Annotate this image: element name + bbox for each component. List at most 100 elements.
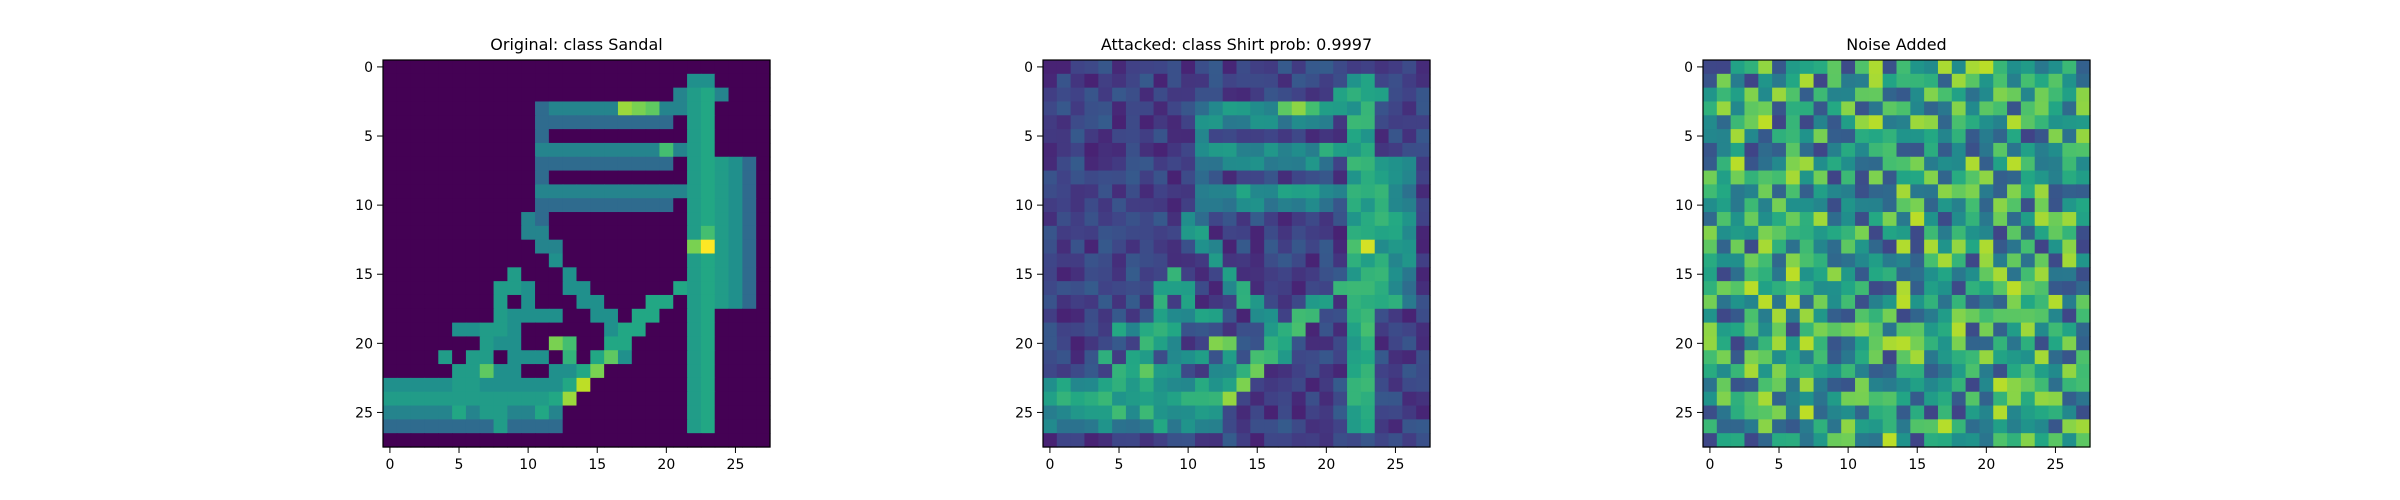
heatmap-cell: [1979, 101, 1994, 116]
heatmap-cell: [383, 239, 398, 255]
heatmap-cell: [645, 60, 661, 75]
heatmap-cell: [1758, 87, 1773, 103]
heatmap-cell: [1153, 350, 1168, 365]
heatmap-cell: [590, 308, 605, 324]
heatmap-cell: [535, 405, 550, 420]
heatmap-cell: [1333, 267, 1348, 282]
heatmap-cell: [1937, 294, 1953, 310]
heatmap-cell: [2062, 377, 2077, 393]
heatmap-cell: [687, 170, 702, 185]
y-tick-label: 10: [1675, 198, 1693, 214]
heatmap-cell: [1703, 87, 1718, 103]
heatmap-cell: [1979, 87, 1994, 103]
heatmap-cell: [1333, 225, 1348, 241]
heatmap-cell: [1374, 129, 1390, 144]
heatmap-cell: [742, 433, 757, 448]
heatmap-cell: [1084, 267, 1099, 282]
heatmap-cell: [714, 405, 730, 420]
heatmap-cell: [2034, 350, 2050, 365]
heatmap-cell: [1965, 115, 1981, 130]
heatmap-cell: [756, 170, 771, 185]
heatmap-cell: [659, 322, 674, 338]
heatmap-cell: [1333, 281, 1348, 296]
heatmap-cell: [1924, 198, 1939, 213]
heatmap-cell: [1924, 115, 1939, 130]
heatmap-cell: [700, 322, 716, 338]
heatmap-cell: [1993, 391, 2008, 407]
heatmap-cell: [1716, 308, 1732, 324]
heatmap-cell: [1277, 87, 1293, 103]
heatmap-cell: [756, 433, 771, 448]
heatmap-cell: [1827, 170, 1842, 185]
x-tick-label: 25: [2047, 457, 2065, 473]
heatmap-cell: [617, 391, 633, 407]
heatmap-cell: [383, 253, 398, 268]
heatmap-cell: [410, 156, 426, 172]
heatmap-cell: [1799, 364, 1815, 379]
heatmap-cell: [1772, 267, 1787, 282]
heatmap-cell: [590, 101, 605, 116]
heatmap-cell: [493, 391, 508, 407]
heatmap-cell: [452, 101, 467, 116]
heatmap-cell: [590, 184, 605, 199]
heatmap-cell: [742, 239, 757, 255]
heatmap-cell: [1236, 115, 1251, 130]
heatmap-cell: [1799, 308, 1815, 324]
heatmap-cell: [1291, 170, 1307, 185]
heatmap-cell: [2076, 377, 2091, 393]
heatmap-cell: [1827, 350, 1842, 365]
heatmap-cell: [521, 129, 536, 144]
heatmap-cell: [2007, 101, 2022, 116]
heatmap-cell: [1882, 225, 1898, 241]
heatmap-cell: [1333, 364, 1348, 379]
heatmap-cell: [562, 115, 578, 130]
heatmap-cell: [410, 350, 426, 365]
y-tick-label: 0: [1024, 60, 1033, 76]
heatmap-cell: [2007, 87, 2022, 103]
heatmap-cell: [1222, 156, 1238, 172]
heatmap-cell: [438, 281, 453, 296]
heatmap-cell: [2020, 419, 2036, 434]
heatmap-cell: [1868, 377, 1884, 393]
heatmap-cell: [465, 350, 481, 365]
heatmap-cell: [604, 364, 619, 379]
x-tick-label: 10: [519, 457, 537, 473]
heatmap-cell: [2062, 212, 2077, 227]
heatmap-cell: [1264, 73, 1279, 89]
heatmap-cell: [1896, 391, 1911, 407]
heatmap-cell: [1730, 170, 1746, 185]
heatmap-cell: [1195, 129, 1210, 144]
heatmap-cell: [1772, 87, 1787, 103]
heatmap-cell: [1785, 142, 1801, 158]
heatmap-cell: [1277, 281, 1293, 296]
chart-title: Noise Added: [1846, 35, 1946, 54]
heatmap-cell: [562, 336, 578, 351]
heatmap-cell: [2020, 253, 2036, 268]
heatmap-cell: [2007, 419, 2022, 434]
heatmap-cell: [383, 350, 398, 365]
heatmap-cell: [1841, 156, 1856, 172]
heatmap-cell: [1277, 308, 1293, 324]
heatmap-cell: [424, 281, 439, 296]
heatmap-cell: [507, 336, 522, 351]
heatmap-cell: [479, 142, 495, 158]
heatmap-cell: [1098, 60, 1113, 75]
heatmap-cell: [1056, 253, 1072, 268]
heatmap-cell: [1305, 156, 1321, 172]
heatmap-cell: [521, 419, 536, 434]
heatmap-cell: [465, 225, 481, 241]
heatmap-cell: [1139, 225, 1155, 241]
heatmap-cell: [687, 336, 702, 351]
heatmap-cell: [1222, 377, 1238, 393]
heatmap-cell: [1098, 101, 1113, 116]
heatmap-cell: [562, 101, 578, 116]
heatmap-cell: [1250, 377, 1265, 393]
heatmap-cell: [1402, 405, 1417, 420]
heatmap-cell: [1208, 115, 1224, 130]
heatmap-cell: [1181, 405, 1196, 420]
heatmap-cell: [1388, 73, 1403, 89]
heatmap-cell: [1965, 405, 1981, 420]
heatmap-cell: [1772, 308, 1787, 324]
heatmap-cell: [2062, 391, 2077, 407]
heatmap-cell: [493, 198, 508, 213]
